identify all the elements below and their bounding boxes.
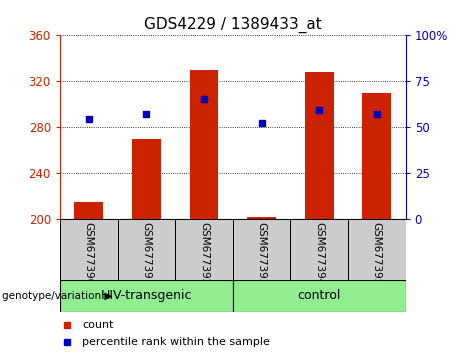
Bar (348, 219, 406, 280)
Bar (74, 202, 103, 219)
Text: count: count (82, 320, 113, 330)
Title: GDS4229 / 1389433_at: GDS4229 / 1389433_at (144, 16, 322, 33)
Bar (233, 280, 406, 312)
Bar (362, 93, 391, 219)
Text: GSM677392: GSM677392 (199, 222, 209, 286)
Bar (305, 72, 334, 219)
Bar (189, 70, 219, 219)
Text: GSM677394: GSM677394 (314, 222, 324, 286)
Text: GSM677395: GSM677395 (372, 222, 382, 286)
Text: percentile rank within the sample: percentile rank within the sample (82, 337, 270, 347)
Text: HIV-transgenic: HIV-transgenic (100, 289, 192, 302)
Text: genotype/variation ▶: genotype/variation ▶ (2, 291, 112, 301)
Bar (290, 219, 348, 280)
Bar (247, 217, 276, 219)
Text: GSM677393: GSM677393 (257, 222, 266, 286)
Text: GSM677391: GSM677391 (142, 222, 151, 286)
Text: control: control (297, 289, 341, 302)
Text: GSM677390: GSM677390 (84, 222, 94, 286)
Bar (175, 219, 233, 280)
Bar (132, 139, 161, 219)
Bar (233, 219, 290, 280)
Bar (60, 280, 233, 312)
Bar (118, 219, 175, 280)
Bar (60, 219, 118, 280)
